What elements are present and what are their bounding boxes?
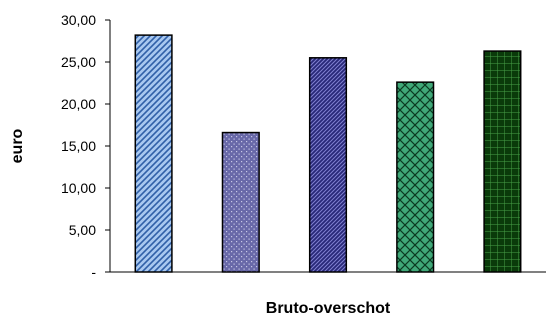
bars bbox=[134, 34, 522, 273]
y-tick-label: - bbox=[91, 264, 96, 280]
y-tick-label: 15,00 bbox=[61, 138, 96, 154]
bar-1 bbox=[134, 34, 173, 273]
bar-2 bbox=[221, 131, 260, 273]
bar-4 bbox=[396, 81, 435, 273]
y-tick-label: 20,00 bbox=[61, 96, 96, 112]
y-tick-label: 30,00 bbox=[61, 12, 96, 28]
y-tick-label: 25,00 bbox=[61, 54, 96, 70]
y-axis: - 5,00 10,00 15,00 20,00 25,00 30,00 bbox=[61, 12, 111, 280]
y-axis-title: euro bbox=[9, 128, 26, 163]
bar-3 bbox=[308, 57, 348, 273]
bar-5 bbox=[483, 50, 522, 273]
y-tick-label: 5,00 bbox=[69, 222, 96, 238]
x-axis-title: Bruto-overschot bbox=[266, 300, 391, 317]
y-tick-label: 10,00 bbox=[61, 180, 96, 196]
